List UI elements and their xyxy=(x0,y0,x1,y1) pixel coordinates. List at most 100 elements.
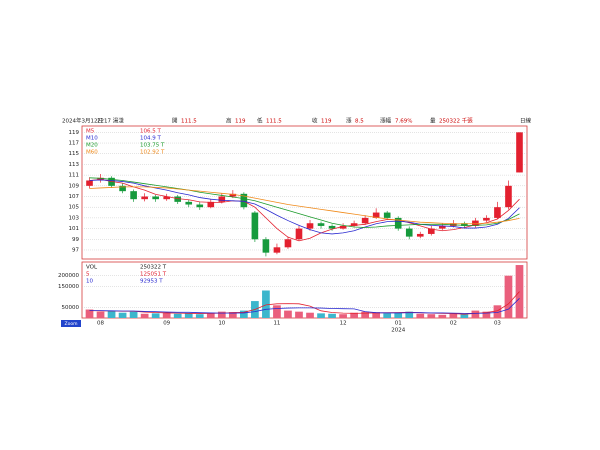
legend-value: 92953 T xyxy=(140,279,163,285)
volume-bar xyxy=(140,313,149,318)
x-tick-label: 02 xyxy=(450,321,457,327)
x-tick-label: 09 xyxy=(163,321,170,327)
y-tick-label: 107 xyxy=(69,194,80,200)
volume-bar xyxy=(504,275,513,318)
stock: 2217 湯淺 xyxy=(97,117,124,125)
y-tick-label: 50000 xyxy=(62,305,80,311)
header-label: 漲 xyxy=(346,117,352,125)
header-label: 量 xyxy=(430,118,436,125)
legend-name: 10 xyxy=(86,279,93,285)
volume-bar xyxy=(405,311,414,318)
legend-value: 250322 T xyxy=(140,265,167,271)
volume-bar xyxy=(317,313,325,318)
candle-body xyxy=(350,223,358,226)
y-tick-label: 150000 xyxy=(58,284,79,290)
volume-bar xyxy=(184,313,193,318)
x-tick-label: 03 xyxy=(494,321,501,327)
candle-body xyxy=(328,225,336,229)
volume-bar xyxy=(449,313,458,318)
candle-body xyxy=(494,207,501,218)
y-tick-label: 117 xyxy=(69,141,80,147)
y-tick-label: 99 xyxy=(72,237,79,243)
y-tick-label: 97 xyxy=(72,247,79,253)
y-tick-label: 200000 xyxy=(58,273,79,279)
volume-bar xyxy=(515,265,524,318)
y-tick-label: 113 xyxy=(69,162,80,168)
candle-body xyxy=(141,196,148,200)
zoom-label[interactable]: Zoom xyxy=(65,321,78,327)
legend-name: VOL xyxy=(86,265,98,271)
volume-panel xyxy=(81,261,528,319)
candle-body xyxy=(427,228,435,234)
candle-body xyxy=(218,196,226,202)
header-label: 低 xyxy=(257,117,263,125)
y-tick-label: 101 xyxy=(69,226,80,232)
candle-body xyxy=(130,191,137,200)
candle-body xyxy=(461,223,468,226)
candle-body xyxy=(152,196,159,200)
volume-bar xyxy=(284,310,292,318)
header-label: 開 xyxy=(172,118,178,125)
candle-body xyxy=(119,185,126,192)
header-value: 119 xyxy=(321,119,332,125)
legend-value: 104.9 T xyxy=(140,136,161,142)
ma-line xyxy=(89,291,520,315)
ma-line xyxy=(89,298,520,314)
candle-body xyxy=(229,193,237,197)
x-tick-label: 01 xyxy=(395,321,402,327)
candle-body xyxy=(284,239,292,248)
x-tick-label: 08 xyxy=(97,321,104,327)
candle-body xyxy=(317,223,325,226)
volume-bar xyxy=(306,312,314,318)
candle-body xyxy=(505,185,512,208)
y-tick-label: 105 xyxy=(69,205,80,211)
volume-bar xyxy=(151,313,160,318)
y-tick-label: 109 xyxy=(69,183,80,189)
volume-bar xyxy=(262,290,270,318)
candle-body xyxy=(196,204,204,208)
volume-bar xyxy=(328,313,336,318)
y-tick-label: 115 xyxy=(69,151,80,157)
volume-bar xyxy=(460,314,469,318)
volume-bar xyxy=(339,314,347,318)
volume-bar xyxy=(162,312,171,318)
header-value: 111.5 xyxy=(266,119,282,125)
legend-name: M60 xyxy=(86,150,98,156)
candle-body xyxy=(295,228,303,240)
candle-body xyxy=(372,212,380,218)
header-label: 漲幅 xyxy=(380,117,392,125)
legend-value: 106.5 T xyxy=(140,129,161,135)
header-value: 7.69% xyxy=(395,119,412,125)
legend-name: 5 xyxy=(86,272,90,278)
x-tick-label: 12 xyxy=(340,321,347,327)
volume-bar xyxy=(228,312,237,318)
candle-body xyxy=(483,217,490,221)
legend-value: 102.92 T xyxy=(140,150,165,156)
legend-value: 125051 T xyxy=(140,272,167,278)
y-tick-label: 103 xyxy=(69,215,80,221)
candle-body xyxy=(163,196,170,200)
volume-bar xyxy=(107,310,116,318)
candle-body xyxy=(383,212,391,218)
candle-body xyxy=(416,233,424,237)
ma-line xyxy=(89,178,520,242)
volume-bar xyxy=(85,309,94,318)
legend-name: M5 xyxy=(86,129,95,135)
zoom-button[interactable] xyxy=(61,320,81,327)
candle-body xyxy=(394,217,402,229)
x-tick-label: 11 xyxy=(273,321,280,327)
header-value: 250322 千張 xyxy=(439,117,473,125)
x-tick-label: 10 xyxy=(218,321,225,327)
candle-body xyxy=(262,239,270,253)
volume-bar xyxy=(394,312,403,318)
volume-bar xyxy=(383,313,392,318)
period: 日線 xyxy=(520,117,532,125)
y-tick-label: 119 xyxy=(69,130,80,136)
volume-bar xyxy=(471,310,480,318)
header-value: 111.5 xyxy=(181,119,197,125)
header-value: 119 xyxy=(235,119,246,125)
volume-bar xyxy=(240,310,248,318)
candle-body xyxy=(251,212,259,240)
candle-body xyxy=(86,180,93,186)
legend-name: M20 xyxy=(86,143,98,149)
